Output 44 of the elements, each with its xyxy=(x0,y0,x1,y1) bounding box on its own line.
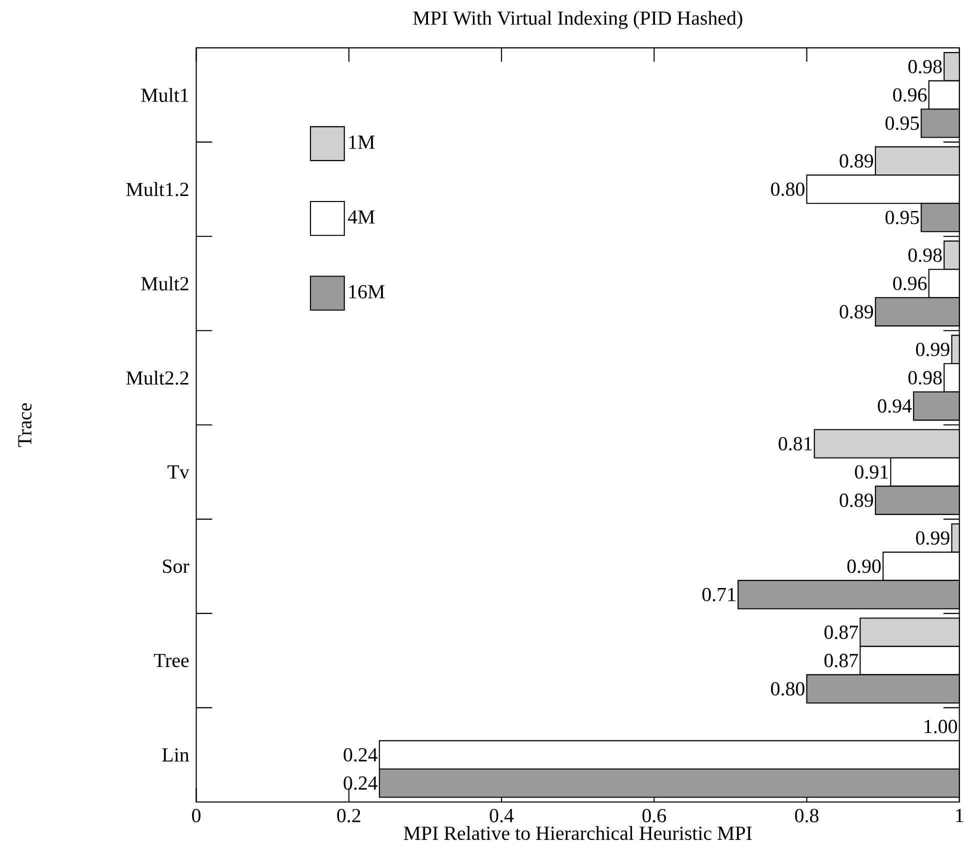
y-tick-label: Mult1.2 xyxy=(126,182,188,196)
annotation: 1.00 xyxy=(924,720,958,734)
legend-label: 4M xyxy=(348,210,375,224)
legend-label: 1M xyxy=(349,136,375,149)
annotation: 0.24 xyxy=(344,776,378,790)
x-tick-label: 0.4 xyxy=(490,809,514,823)
x-tick-label: 0.6 xyxy=(642,809,666,823)
annotation: 0.94 xyxy=(878,399,912,413)
annotation: 0.95 xyxy=(886,210,919,224)
x-tick-label: 0 xyxy=(192,809,200,822)
annotation: 0.89 xyxy=(840,305,874,319)
annotation: 0.71 xyxy=(702,588,736,602)
y-tick-label: Mult2 xyxy=(141,276,188,291)
x-tick-label: 0.2 xyxy=(337,809,360,823)
annotation: 0.98 xyxy=(908,371,942,385)
y-tick-label: Sor xyxy=(163,560,190,574)
y-axis-title: Trace xyxy=(18,403,32,448)
chart-title: MPI With Virtual Indexing (PID Hashed) xyxy=(413,10,742,30)
annotation: 0.81 xyxy=(778,437,812,451)
annotation: 0.96 xyxy=(893,88,927,102)
y-tick-label: Tv xyxy=(168,466,190,479)
annotation: 0.89 xyxy=(840,494,874,508)
annotation: 0.98 xyxy=(908,60,942,74)
annotation: 0.80 xyxy=(771,682,804,696)
annotation: 0.89 xyxy=(840,154,874,168)
x-tick-label: 1 xyxy=(956,809,964,822)
y-tick-label: Mult1 xyxy=(141,88,188,102)
annotation: 0.99 xyxy=(916,531,950,545)
annotation: 0.98 xyxy=(908,248,942,262)
annotation: 0.24 xyxy=(344,748,378,762)
annotation: 0.91 xyxy=(854,465,888,479)
x-tick-label: 0.8 xyxy=(795,809,818,823)
annotation: 0.87 xyxy=(824,654,858,668)
annotation: 0.87 xyxy=(824,626,858,640)
annotation: 0.96 xyxy=(893,276,927,290)
legend-label: 16M xyxy=(349,285,385,299)
x-axis-title: MPI Relative to Hierarchical Heuristic MPI xyxy=(404,826,752,840)
y-tick-label: Mult2.2 xyxy=(126,370,188,385)
annotation: 0.80 xyxy=(771,182,804,196)
annotation: 0.90 xyxy=(847,560,881,574)
y-tick-label: Tree xyxy=(154,654,189,668)
y-tick-label: Lin xyxy=(162,748,190,762)
annotation: 0.95 xyxy=(886,116,919,130)
annotation: 0.99 xyxy=(916,342,950,356)
